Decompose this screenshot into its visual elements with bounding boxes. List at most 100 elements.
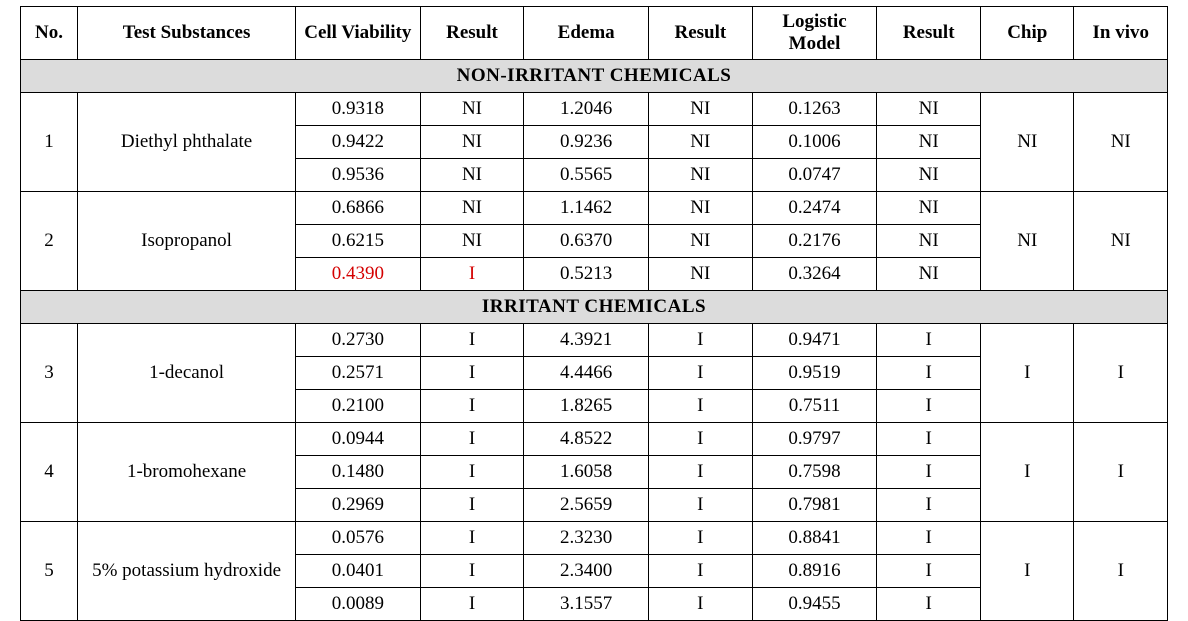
cell-chip: I <box>981 522 1074 621</box>
row-substance: 5% potassium hydroxide <box>78 522 296 621</box>
header-row: No. Test Substances Cell Viability Resul… <box>21 7 1168 60</box>
cell-result: I <box>877 489 981 522</box>
cell-edema: 1.8265 <box>524 390 649 423</box>
cell-result: I <box>648 456 752 489</box>
cell-edema: 1.6058 <box>524 456 649 489</box>
section-non-irritant-label: NON-IRRITANT CHEMICALS <box>21 60 1168 93</box>
col-result-1: Result <box>420 7 524 60</box>
cell-result: NI <box>420 126 524 159</box>
cell-edema: 0.6370 <box>524 225 649 258</box>
col-logistic: Logistic Model <box>752 7 877 60</box>
row-no: 1 <box>21 93 78 192</box>
cell-result: I <box>877 588 981 621</box>
cell-edema: 1.2046 <box>524 93 649 126</box>
cell-logistic: 0.2474 <box>752 192 877 225</box>
cell-result: I <box>420 357 524 390</box>
table-row: 5 5% potassium hydroxide 0.0576 I 2.3230… <box>21 522 1168 555</box>
table-row: 1 Diethyl phthalate 0.9318 NI 1.2046 NI … <box>21 93 1168 126</box>
section-non-irritant: NON-IRRITANT CHEMICALS <box>21 60 1168 93</box>
col-edema: Edema <box>524 7 649 60</box>
cell-result: NI <box>648 225 752 258</box>
section-irritant: IRRITANT CHEMICALS <box>21 291 1168 324</box>
cell-edema: 1.1462 <box>524 192 649 225</box>
cell-result: I <box>420 423 524 456</box>
cell-result: I <box>420 522 524 555</box>
cell-in-vivo: I <box>1074 522 1168 621</box>
cell-viability: 0.0576 <box>296 522 421 555</box>
cell-result: I <box>877 456 981 489</box>
cell-result: I <box>877 324 981 357</box>
cell-logistic: 0.3264 <box>752 258 877 291</box>
cell-result: NI <box>420 192 524 225</box>
cell-in-vivo: NI <box>1074 192 1168 291</box>
col-chip: Chip <box>981 7 1074 60</box>
cell-result: I <box>877 357 981 390</box>
cell-result: NI <box>877 258 981 291</box>
cell-logistic: 0.7981 <box>752 489 877 522</box>
cell-result: NI <box>648 126 752 159</box>
cell-result: I <box>648 489 752 522</box>
col-result-3: Result <box>877 7 981 60</box>
cell-result: I <box>648 357 752 390</box>
cell-result: I <box>877 555 981 588</box>
cell-result: I <box>877 423 981 456</box>
cell-viability: 0.1480 <box>296 456 421 489</box>
cell-in-vivo: NI <box>1074 93 1168 192</box>
cell-result: I <box>648 522 752 555</box>
cell-edema: 2.5659 <box>524 489 649 522</box>
cell-result: NI <box>877 159 981 192</box>
cell-result: I <box>420 588 524 621</box>
col-result-2: Result <box>648 7 752 60</box>
cell-logistic: 0.9797 <box>752 423 877 456</box>
cell-logistic: 0.7511 <box>752 390 877 423</box>
cell-viability: 0.9536 <box>296 159 421 192</box>
cell-result: NI <box>420 225 524 258</box>
cell-viability: 0.4390 <box>296 258 421 291</box>
cell-viability: 0.0944 <box>296 423 421 456</box>
cell-edema: 0.5213 <box>524 258 649 291</box>
cell-result: I <box>648 555 752 588</box>
cell-logistic: 0.1263 <box>752 93 877 126</box>
cell-result: I <box>648 324 752 357</box>
cell-viability: 0.2730 <box>296 324 421 357</box>
cell-result: NI <box>420 93 524 126</box>
col-substances: Test Substances <box>78 7 296 60</box>
row-substance: Diethyl phthalate <box>78 93 296 192</box>
cell-result: NI <box>420 159 524 192</box>
col-in-vivo: In vivo <box>1074 7 1168 60</box>
cell-viability: 0.0089 <box>296 588 421 621</box>
cell-result: NI <box>877 126 981 159</box>
cell-logistic: 0.9455 <box>752 588 877 621</box>
cell-logistic: 0.0747 <box>752 159 877 192</box>
row-no: 4 <box>21 423 78 522</box>
cell-result: NI <box>648 93 752 126</box>
section-irritant-label: IRRITANT CHEMICALS <box>21 291 1168 324</box>
cell-result: I <box>420 489 524 522</box>
cell-edema: 2.3400 <box>524 555 649 588</box>
cell-viability: 0.2571 <box>296 357 421 390</box>
row-no: 3 <box>21 324 78 423</box>
col-cell-viability: Cell Viability <box>296 7 421 60</box>
cell-logistic: 0.9471 <box>752 324 877 357</box>
table-row: 4 1-bromohexane 0.0944 I 4.8522 I 0.9797… <box>21 423 1168 456</box>
row-substance: 1-bromohexane <box>78 423 296 522</box>
cell-result: NI <box>648 159 752 192</box>
cell-edema: 4.3921 <box>524 324 649 357</box>
cell-result: NI <box>648 258 752 291</box>
col-no: No. <box>21 7 78 60</box>
cell-result: I <box>877 522 981 555</box>
cell-logistic: 0.8841 <box>752 522 877 555</box>
cell-result: I <box>648 423 752 456</box>
cell-edema: 0.5565 <box>524 159 649 192</box>
cell-result: I <box>877 390 981 423</box>
cell-chip: NI <box>981 192 1074 291</box>
cell-in-vivo: I <box>1074 423 1168 522</box>
cell-edema: 0.9236 <box>524 126 649 159</box>
cell-result: I <box>648 390 752 423</box>
cell-logistic: 0.7598 <box>752 456 877 489</box>
cell-chip: I <box>981 423 1074 522</box>
cell-logistic: 0.8916 <box>752 555 877 588</box>
cell-viability: 0.9422 <box>296 126 421 159</box>
cell-edema: 3.1557 <box>524 588 649 621</box>
cell-result: I <box>648 588 752 621</box>
